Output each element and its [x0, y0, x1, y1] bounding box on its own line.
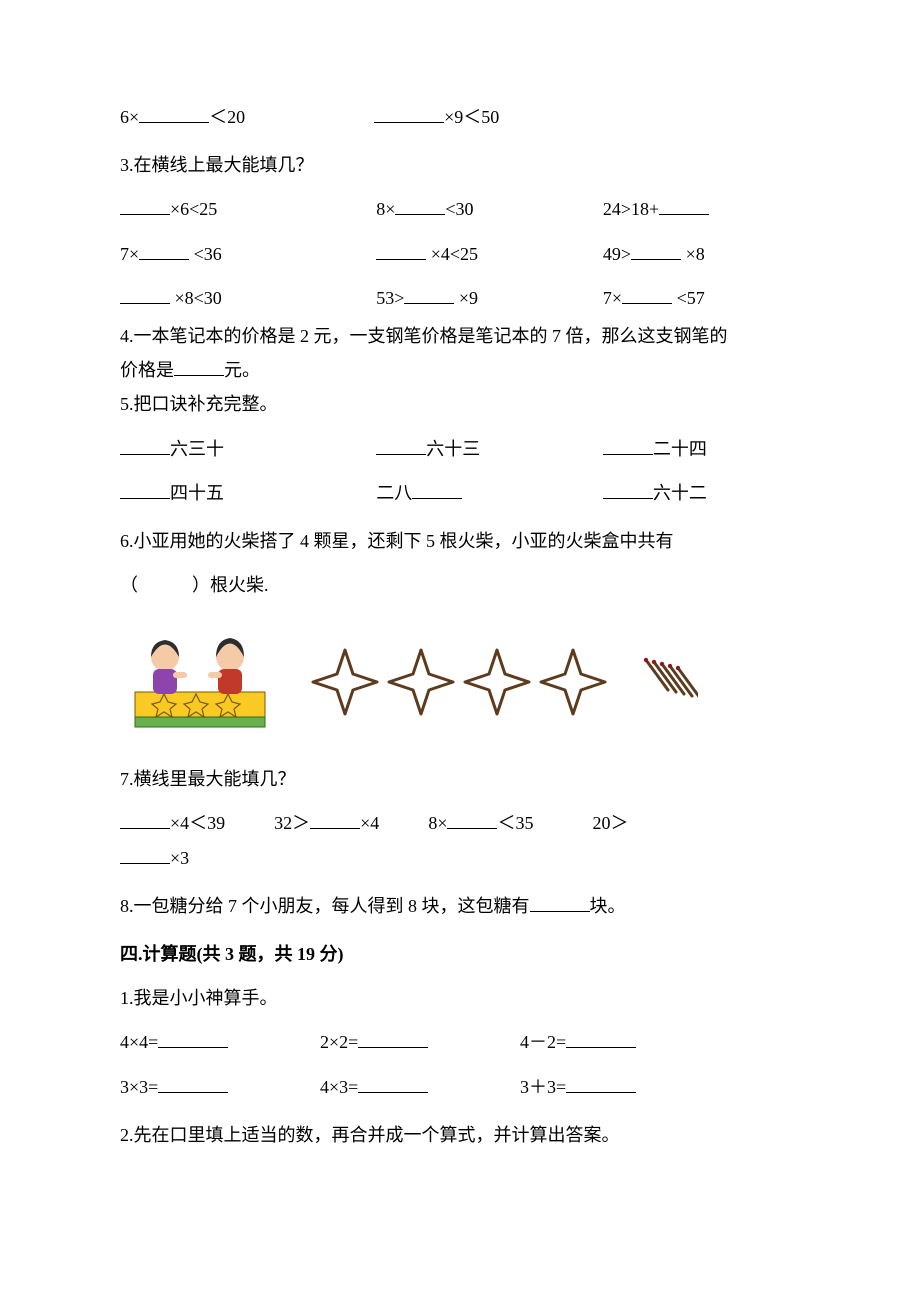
blank[interactable] [376, 241, 426, 260]
blank[interactable] [310, 810, 360, 829]
page: 6× ＜20 ×9＜50 3.在横线上最大能填几？ ×6<25 8× <30 24>… [0, 0, 920, 1302]
blank[interactable] [631, 241, 681, 260]
text: 3×3= [120, 1077, 158, 1097]
s4-row2: 3×3= 4×3= 3＋3= [120, 1070, 800, 1104]
text: ＜20 [209, 107, 245, 127]
text: ×8<30 [170, 288, 222, 308]
text: ×4 [360, 813, 379, 833]
q7-row: ×4＜39 32＞ ×4 8× ＜35 20＞ [120, 806, 800, 840]
blank[interactable] [395, 196, 445, 215]
blank[interactable] [174, 357, 224, 376]
q5-title: 5.把口诀补充完整。 [120, 387, 800, 421]
kids-illustration-icon [120, 622, 280, 742]
text: 六三十 [170, 439, 224, 459]
q4-line1: 4.一本笔记本的价格是 2 元，一支钢笔价格是笔记本的 7 倍，那么这支钢笔的 [120, 319, 800, 353]
q5-row2: 四十五 二八 六十二 [120, 476, 800, 510]
q6-illustration [120, 622, 800, 742]
q6-line1: 6.小亚用她的火柴搭了 4 颗星，还剩下 5 根火柴，小亚的火柴盒中共有 [120, 524, 800, 558]
text: ×8 [681, 244, 705, 264]
text: 4×4= [120, 1032, 158, 1052]
blank[interactable] [120, 845, 170, 864]
blank[interactable] [120, 810, 170, 829]
blank[interactable] [139, 241, 189, 260]
text: 8.一包糖分给 7 个小朋友，每人得到 8 块，这包糖有 [120, 896, 530, 916]
q3-row1: ×6<25 8× <30 24>18+ [120, 192, 800, 226]
text: 8× [428, 813, 447, 833]
blank[interactable] [120, 285, 170, 304]
blank[interactable] [447, 810, 497, 829]
blank[interactable] [412, 480, 462, 499]
line-top: 6× ＜20 ×9＜50 [120, 100, 800, 134]
stars-row [310, 647, 608, 717]
text: 六十三 [426, 439, 480, 459]
four-point-star-icon [386, 647, 456, 717]
text: <30 [445, 199, 473, 219]
blank[interactable] [358, 1029, 428, 1048]
text: 四十五 [170, 483, 224, 503]
blank[interactable] [659, 196, 709, 215]
four-point-star-icon [462, 647, 532, 717]
four-point-star-icon [310, 647, 380, 717]
text: 4×3= [320, 1077, 358, 1097]
q7-row2: ×3 [120, 841, 800, 875]
text: 二十四 [653, 439, 707, 459]
text: ×6<25 [170, 199, 217, 219]
text: 元。 [224, 360, 260, 380]
section4-title: 四.计算题(共 3 题，共 19 分) [120, 937, 800, 971]
blank[interactable] [530, 893, 590, 912]
text: ×9 [454, 288, 478, 308]
text: ×3 [170, 848, 189, 868]
blank[interactable] [404, 285, 454, 304]
q3-row3: ×8<30 53> ×9 7× <57 [120, 281, 800, 315]
text: 7× [120, 244, 139, 264]
text: 二八 [376, 483, 412, 503]
blank[interactable] [158, 1074, 228, 1093]
blank[interactable] [374, 104, 444, 123]
text: ×9＜50 [444, 107, 499, 127]
text: ＜35 [497, 813, 533, 833]
blank[interactable] [120, 196, 170, 215]
blank[interactable] [622, 285, 672, 304]
s4-q1: 1.我是小小神算手。 [120, 981, 800, 1015]
text: 24>18+ [603, 199, 659, 219]
text: 49> [603, 244, 631, 264]
text: <36 [189, 244, 222, 264]
blank[interactable] [566, 1074, 636, 1093]
text: 3＋3= [520, 1077, 566, 1097]
text: ×4＜39 [170, 813, 225, 833]
text: 20＞ [592, 813, 628, 833]
blank[interactable] [139, 104, 209, 123]
q3-row2: 7× <36 ×4<25 49> ×8 [120, 237, 800, 271]
blank[interactable] [603, 436, 653, 455]
text: 4－2= [520, 1032, 566, 1052]
text: 7× [603, 288, 622, 308]
q6-line2: （ ）根火柴. [120, 568, 800, 602]
q7-title: 7.横线里最大能填几？ [120, 762, 800, 796]
q5-row1: 六三十 六十三 二十四 [120, 432, 800, 466]
q4-line2: 价格是 元。 [120, 353, 800, 387]
blank[interactable] [120, 436, 170, 455]
s4-row1: 4×4= 2×2= 4－2= [120, 1025, 800, 1059]
text: 块。 [590, 896, 626, 916]
four-point-star-icon [538, 647, 608, 717]
text: 六十二 [653, 483, 707, 503]
text: 8× [376, 199, 395, 219]
q8: 8.一包糖分给 7 个小朋友，每人得到 8 块，这包糖有 块。 [120, 889, 800, 923]
text: 2×2= [320, 1032, 358, 1052]
blank[interactable] [358, 1074, 428, 1093]
blank[interactable] [566, 1029, 636, 1048]
blank[interactable] [158, 1029, 228, 1048]
matchsticks-icon [638, 652, 698, 712]
blank[interactable] [120, 480, 170, 499]
text: 价格是 [120, 360, 174, 380]
text: 6× [120, 107, 139, 127]
blank[interactable] [603, 480, 653, 499]
s4-q2: 2.先在口里填上适当的数，再合并成一个算式，并计算出答案。 [120, 1118, 800, 1152]
blank[interactable] [376, 436, 426, 455]
text: ×4<25 [426, 244, 478, 264]
text: <57 [672, 288, 705, 308]
text: 32＞ [274, 813, 310, 833]
text: 53> [376, 288, 404, 308]
q3-title: 3.在横线上最大能填几？ [120, 148, 800, 182]
